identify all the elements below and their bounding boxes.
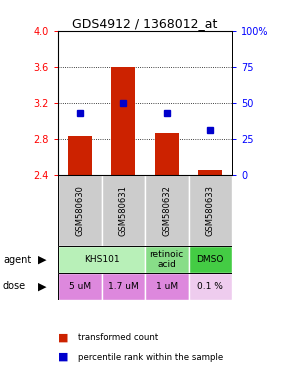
Bar xyxy=(145,174,188,247)
Text: 0.1 %: 0.1 % xyxy=(197,282,223,291)
Text: GSM580633: GSM580633 xyxy=(206,185,215,236)
Text: 1 uM: 1 uM xyxy=(156,282,178,291)
Text: ■: ■ xyxy=(58,333,68,343)
Text: retinoic
acid: retinoic acid xyxy=(150,250,184,270)
Text: dose: dose xyxy=(3,281,26,291)
Text: agent: agent xyxy=(3,255,31,265)
Bar xyxy=(102,273,145,300)
Text: GSM580631: GSM580631 xyxy=(119,185,128,236)
Bar xyxy=(58,247,145,273)
Bar xyxy=(145,273,188,300)
Text: ▶: ▶ xyxy=(38,255,46,265)
Bar xyxy=(188,247,232,273)
Bar xyxy=(198,170,222,174)
Bar xyxy=(188,174,232,247)
Bar xyxy=(58,174,102,247)
Bar xyxy=(102,174,145,247)
Text: 5 uM: 5 uM xyxy=(69,282,91,291)
Bar xyxy=(58,273,102,300)
Text: ▶: ▶ xyxy=(38,281,46,291)
Bar xyxy=(68,136,92,174)
Title: GDS4912 / 1368012_at: GDS4912 / 1368012_at xyxy=(72,17,218,30)
Bar xyxy=(145,247,188,273)
Text: transformed count: transformed count xyxy=(78,333,159,343)
Text: 1.7 uM: 1.7 uM xyxy=(108,282,139,291)
Bar xyxy=(111,67,135,174)
Text: GSM580630: GSM580630 xyxy=(75,185,84,236)
Text: GSM580632: GSM580632 xyxy=(162,185,171,236)
Bar xyxy=(155,133,179,174)
Text: ■: ■ xyxy=(58,352,68,362)
Bar xyxy=(188,273,232,300)
Text: KHS101: KHS101 xyxy=(84,255,119,264)
Text: DMSO: DMSO xyxy=(197,255,224,264)
Text: percentile rank within the sample: percentile rank within the sample xyxy=(78,353,224,362)
